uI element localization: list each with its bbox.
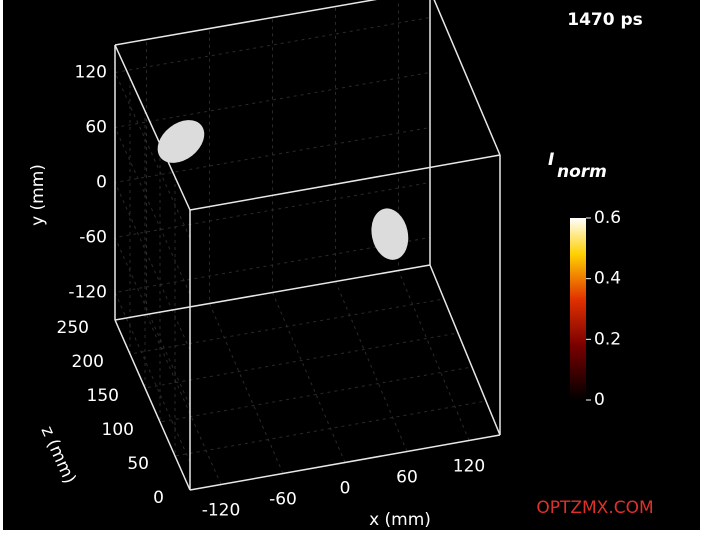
z-tick-label: 0	[153, 488, 164, 508]
x-tick-label: -60	[269, 490, 297, 510]
grid-line	[144, 111, 459, 389]
colorbar	[570, 218, 586, 400]
grid-line	[114, 17, 431, 239]
box-edge	[114, 264, 431, 321]
z-tick-label: 50	[127, 454, 149, 474]
x-tick-label: -120	[202, 501, 241, 521]
y-axis-label: y (mm)	[28, 164, 48, 226]
x-tick-label: 0	[340, 479, 351, 499]
colorbar-label: I	[548, 150, 554, 170]
box-edge	[189, 434, 501, 491]
z-tick-label: 200	[72, 352, 104, 372]
blob	[157, 120, 205, 163]
grid-line	[174, 177, 487, 457]
y-tick-label: 60	[85, 118, 107, 138]
z-tick-label: 100	[102, 420, 134, 440]
colorbar-label-sub: norm	[557, 162, 607, 182]
colorbar-tick-label: 0.4	[594, 269, 621, 289]
background	[3, 0, 700, 530]
box-edge	[189, 154, 501, 211]
colorbar-tick-label: 0.2	[594, 329, 621, 349]
x-axis-label: x (mm)	[369, 510, 431, 530]
colorbar-tick-label: 0	[594, 390, 605, 410]
x-tick-label: 60	[396, 468, 418, 488]
box-edge	[114, 319, 191, 491]
z-tick-label: 150	[87, 386, 119, 406]
y-tick-label: -120	[68, 283, 107, 303]
x-tick-label: 120	[453, 457, 485, 477]
time-label: 1470 ps	[567, 10, 643, 30]
box-edge	[429, 264, 501, 436]
blob	[371, 208, 409, 260]
y-tick-label: -60	[79, 228, 107, 248]
grid-line	[159, 144, 473, 423]
box-edge	[433, 0, 501, 156]
watermark: OPTZMX.COM	[536, 498, 653, 518]
box-edge	[114, 44, 191, 211]
y-tick-label: 120	[75, 63, 107, 83]
y-tick-label: 0	[96, 173, 107, 193]
z-tick-label: 250	[57, 318, 89, 338]
colorbar-tick-label: 0.6	[594, 208, 621, 228]
box-edge	[114, 0, 378, 46]
